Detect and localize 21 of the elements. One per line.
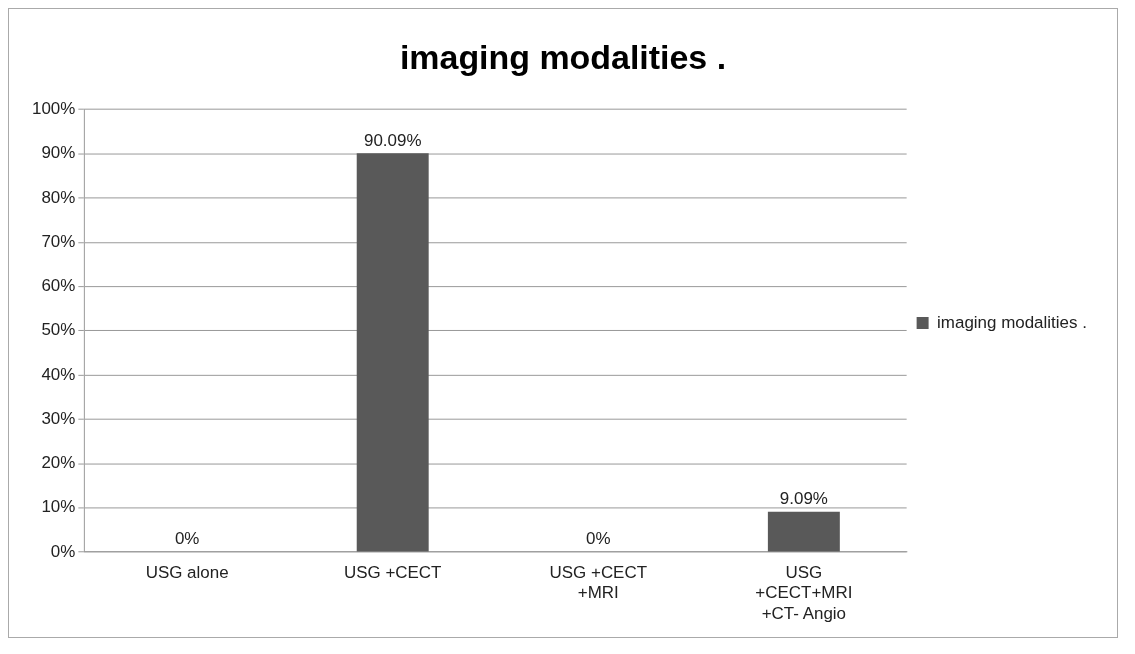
y-tick-label: 60% <box>41 276 76 296</box>
data-label: 90.09% <box>363 130 422 150</box>
chart-title: imaging modalities . <box>399 37 727 76</box>
x-tick-label: USG +CECT+MRI +CT- Angio <box>755 562 853 623</box>
y-tick-label: 70% <box>41 231 76 251</box>
data-label: 0% <box>586 529 611 549</box>
y-tick-label: 20% <box>41 453 76 473</box>
data-label: 9.09% <box>779 489 828 509</box>
y-tick-label: 10% <box>41 497 76 517</box>
data-label: 0% <box>174 529 200 549</box>
x-tick-label: USG +CECT +MRI <box>549 562 648 603</box>
y-tick-label: 50% <box>41 320 76 340</box>
y-tick-label: 100% <box>32 99 76 119</box>
x-tick-label: USG +CECT <box>343 562 442 582</box>
y-tick-label: 40% <box>41 364 76 384</box>
y-tick-label: 80% <box>41 187 76 207</box>
x-tick-label: USG alone <box>145 562 229 582</box>
legend-label: imaging modalities . <box>937 312 1087 332</box>
y-tick-label: 30% <box>41 408 76 428</box>
y-tick-label: 0% <box>50 541 76 561</box>
y-tick-label: 90% <box>41 143 76 163</box>
